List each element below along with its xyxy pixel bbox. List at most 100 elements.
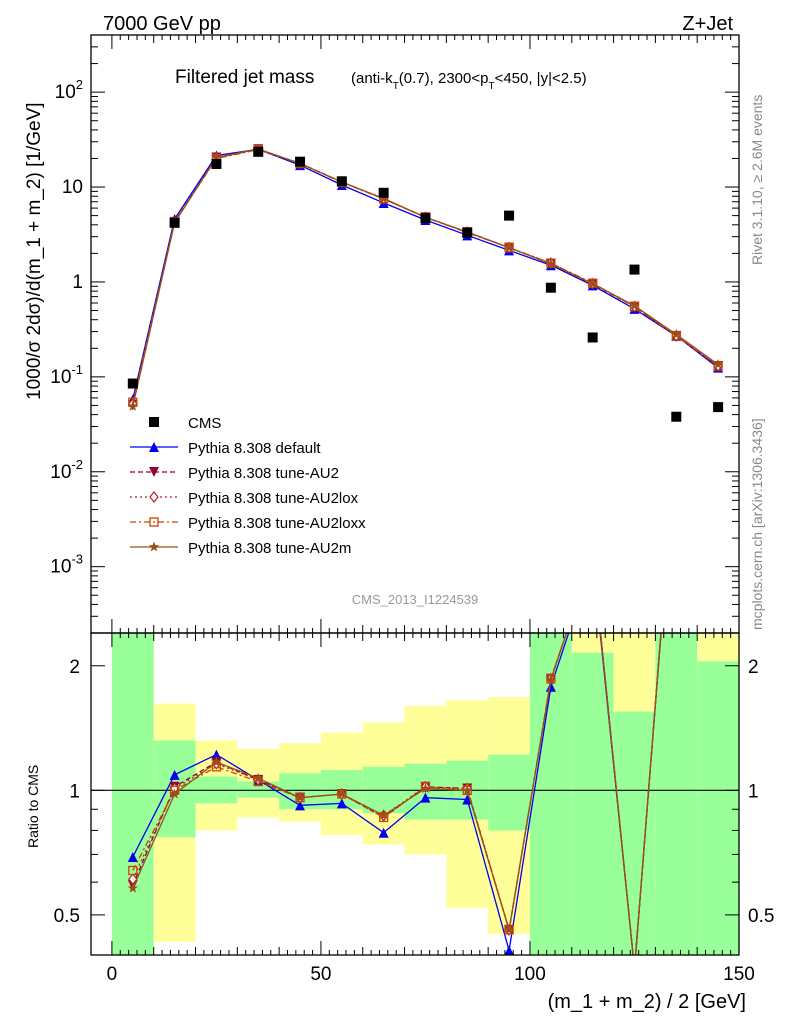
ratio-point-default xyxy=(378,827,389,838)
main-line-au2 xyxy=(132,148,719,406)
ratio-point-au2lox xyxy=(589,550,597,560)
main-point-au2m xyxy=(127,400,138,411)
cms-data-point xyxy=(587,332,598,343)
y-axis-label: 1000/σ 2dσ)/d(m_1 + m_2) [1/GeV] xyxy=(24,102,45,400)
y-tick-label: 10 xyxy=(62,177,83,198)
ratio-point-au2loxx xyxy=(714,608,722,616)
main-series-au2lox xyxy=(128,143,723,410)
legend-marker-au2loxx xyxy=(149,517,159,527)
energy-label: 7000 GeV pp xyxy=(103,13,221,35)
tick-labels: 0 50 100 150 10-3 10-2 10-1 1 10 102 0.5 0.5 1 1 2 2 xyxy=(50,77,774,985)
ratio-point-au2m xyxy=(462,784,473,795)
ratio-uncertainty-bands xyxy=(111,633,739,955)
ratio-y-tick-label: 1 xyxy=(69,781,80,802)
main-series-cms xyxy=(127,146,724,422)
ratio-point-au2 xyxy=(629,964,639,974)
x-tick-label: 150 xyxy=(723,964,755,985)
legend-marker-cms xyxy=(149,417,159,427)
rivet-label: Rivet 3.1.10, ≥ 2.6M events xyxy=(749,95,765,265)
ratio-point-au2m xyxy=(378,809,389,820)
ratio-y-tick-label-right: 1 xyxy=(748,781,759,802)
main-line-au2m xyxy=(132,148,719,407)
cms-data-point xyxy=(420,213,431,224)
band-inner-bin xyxy=(697,661,739,955)
cms-data-point xyxy=(127,378,138,389)
band-inner-bin xyxy=(655,633,698,955)
ratio-series xyxy=(127,433,723,974)
ratio-point-default xyxy=(629,964,639,974)
ratio-y-tick-label: 0.5 xyxy=(54,906,80,927)
cms-data-point xyxy=(295,156,306,167)
ratio-point-default xyxy=(295,800,306,811)
ratio-point-default xyxy=(211,749,222,760)
cms-data-point xyxy=(545,282,556,293)
legend-entry: Pythia 8.308 tune-AU2m xyxy=(130,540,351,557)
cms-data-point xyxy=(504,210,515,221)
ratio-point-default xyxy=(671,436,681,446)
legend-entry: Pythia 8.308 tune-AU2lox xyxy=(130,490,359,507)
ratio-y-tick-label: 2 xyxy=(69,657,80,678)
legend-entry: Pythia 8.308 tune-AU2 xyxy=(130,465,339,482)
legend-entry: CMS xyxy=(149,415,221,432)
ratio-point-au2m xyxy=(127,882,138,893)
y-tick-label: 1 xyxy=(72,272,83,293)
mcplots-label: mcplots.cern.ch [arXiv:1306.3436] xyxy=(749,418,765,630)
band-inner-bin xyxy=(571,652,614,955)
ratio-y-tick-label-right: 2 xyxy=(748,657,759,678)
ratio-point-au2m xyxy=(587,550,598,560)
main-point-au2m xyxy=(503,242,515,253)
y-tick-label: 102 xyxy=(55,77,83,103)
x-axis-label: (m_1 + m_2) / 2 [GeV] xyxy=(548,991,746,1013)
band-inner-bin xyxy=(111,633,154,955)
legend-label: Pythia 8.308 tune-AU2m xyxy=(188,540,351,557)
main-series-au2 xyxy=(127,144,724,411)
ratio-series-au2m xyxy=(127,550,723,955)
ratio-point-au2 xyxy=(671,433,681,443)
ratio-point-au2loxx xyxy=(589,551,597,559)
main-line-au2loxx xyxy=(132,148,719,403)
ratio-point-au2m xyxy=(503,924,515,935)
cms-data-point xyxy=(253,146,264,157)
process-label: Z+Jet xyxy=(682,13,733,35)
main-point-au2m xyxy=(378,192,389,203)
y-tick-label: 10-2 xyxy=(50,457,83,483)
main-point-au2m xyxy=(587,278,598,289)
ratio-point-au2lox xyxy=(630,964,638,974)
ratio-point-au2lox xyxy=(672,433,680,443)
ratio-point-au2m xyxy=(253,772,264,783)
cms-data-point xyxy=(378,187,389,198)
ratio-point-default xyxy=(504,945,514,955)
main-series-au2loxx xyxy=(128,144,723,407)
analysis-id: CMS_2013_I1224539 xyxy=(352,592,479,607)
ratio-point-au2 xyxy=(588,550,598,560)
cms-data-point xyxy=(462,227,473,238)
main-point-au2m xyxy=(545,258,557,269)
cms-data-point xyxy=(671,411,682,422)
ratio-point-default xyxy=(127,852,138,863)
legend-marker-au2 xyxy=(149,467,159,477)
main-line-au2lox xyxy=(132,148,719,404)
cms-data-point xyxy=(713,402,724,413)
x-tick-label: 100 xyxy=(514,964,546,985)
legend-label: CMS xyxy=(188,415,221,432)
legend-entry: Pythia 8.308 default xyxy=(130,440,321,457)
ratio-y-tick-label-right: 0.5 xyxy=(748,906,774,927)
ratio-point-au2loxx xyxy=(672,434,680,442)
legend-label: Pythia 8.308 tune-AU2loxx xyxy=(188,515,366,532)
ratio-point-au2m xyxy=(336,788,348,799)
legend-label: Pythia 8.308 tune-AU2 xyxy=(188,465,339,482)
ratio-point-au2lox xyxy=(714,607,722,617)
main-series xyxy=(127,143,724,422)
ratio-point-au2m xyxy=(713,600,723,610)
ratio-point-default xyxy=(462,794,473,805)
ratio-point-default xyxy=(169,769,180,780)
band-inner-bin xyxy=(488,754,530,831)
main-series-au2m xyxy=(127,143,724,411)
cms-data-point xyxy=(629,264,640,275)
legend-label: Pythia 8.308 default xyxy=(188,440,321,457)
ratio-point-au2loxx xyxy=(128,865,138,876)
ratio-point-au2m xyxy=(294,792,306,803)
ratio-point-default xyxy=(420,792,431,803)
band-inner-bin xyxy=(613,711,656,955)
